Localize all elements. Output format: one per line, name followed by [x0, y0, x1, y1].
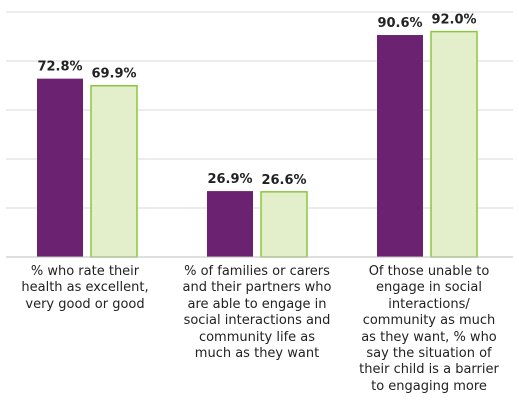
value-label-series-1-cat-1: 72.8% — [37, 60, 82, 75]
value-labels: 72.8% 69.9% 26.9% 26.6% 90.6% 92.0% — [37, 13, 476, 188]
value-label-series-1-cat-2: 26.9% — [207, 172, 252, 187]
bars — [37, 30, 478, 258]
category-label-social-engagement: % of families or carers and their partne… — [182, 264, 332, 362]
category-label-child-barrier: Of those unable to engage in social inte… — [359, 264, 499, 394]
value-label-series-1-cat-3: 90.6% — [377, 16, 422, 31]
bar-series-2-cat-1 — [90, 84, 138, 258]
bar-series-1-cat-3 — [377, 35, 423, 257]
value-label-series-2-cat-3: 92.0% — [431, 13, 476, 28]
bar-series-1-cat-1 — [37, 78, 83, 257]
bar-series-2-cat-2 — [260, 191, 308, 258]
category-label-health-rating: % who rate their health as excellent, ve… — [21, 264, 149, 312]
bar-series-2-cat-3 — [430, 30, 478, 258]
value-label-series-2-cat-1: 69.9% — [91, 67, 136, 82]
value-label-series-2-cat-2: 26.6% — [261, 173, 306, 188]
bar-series-1-cat-2 — [207, 191, 253, 257]
